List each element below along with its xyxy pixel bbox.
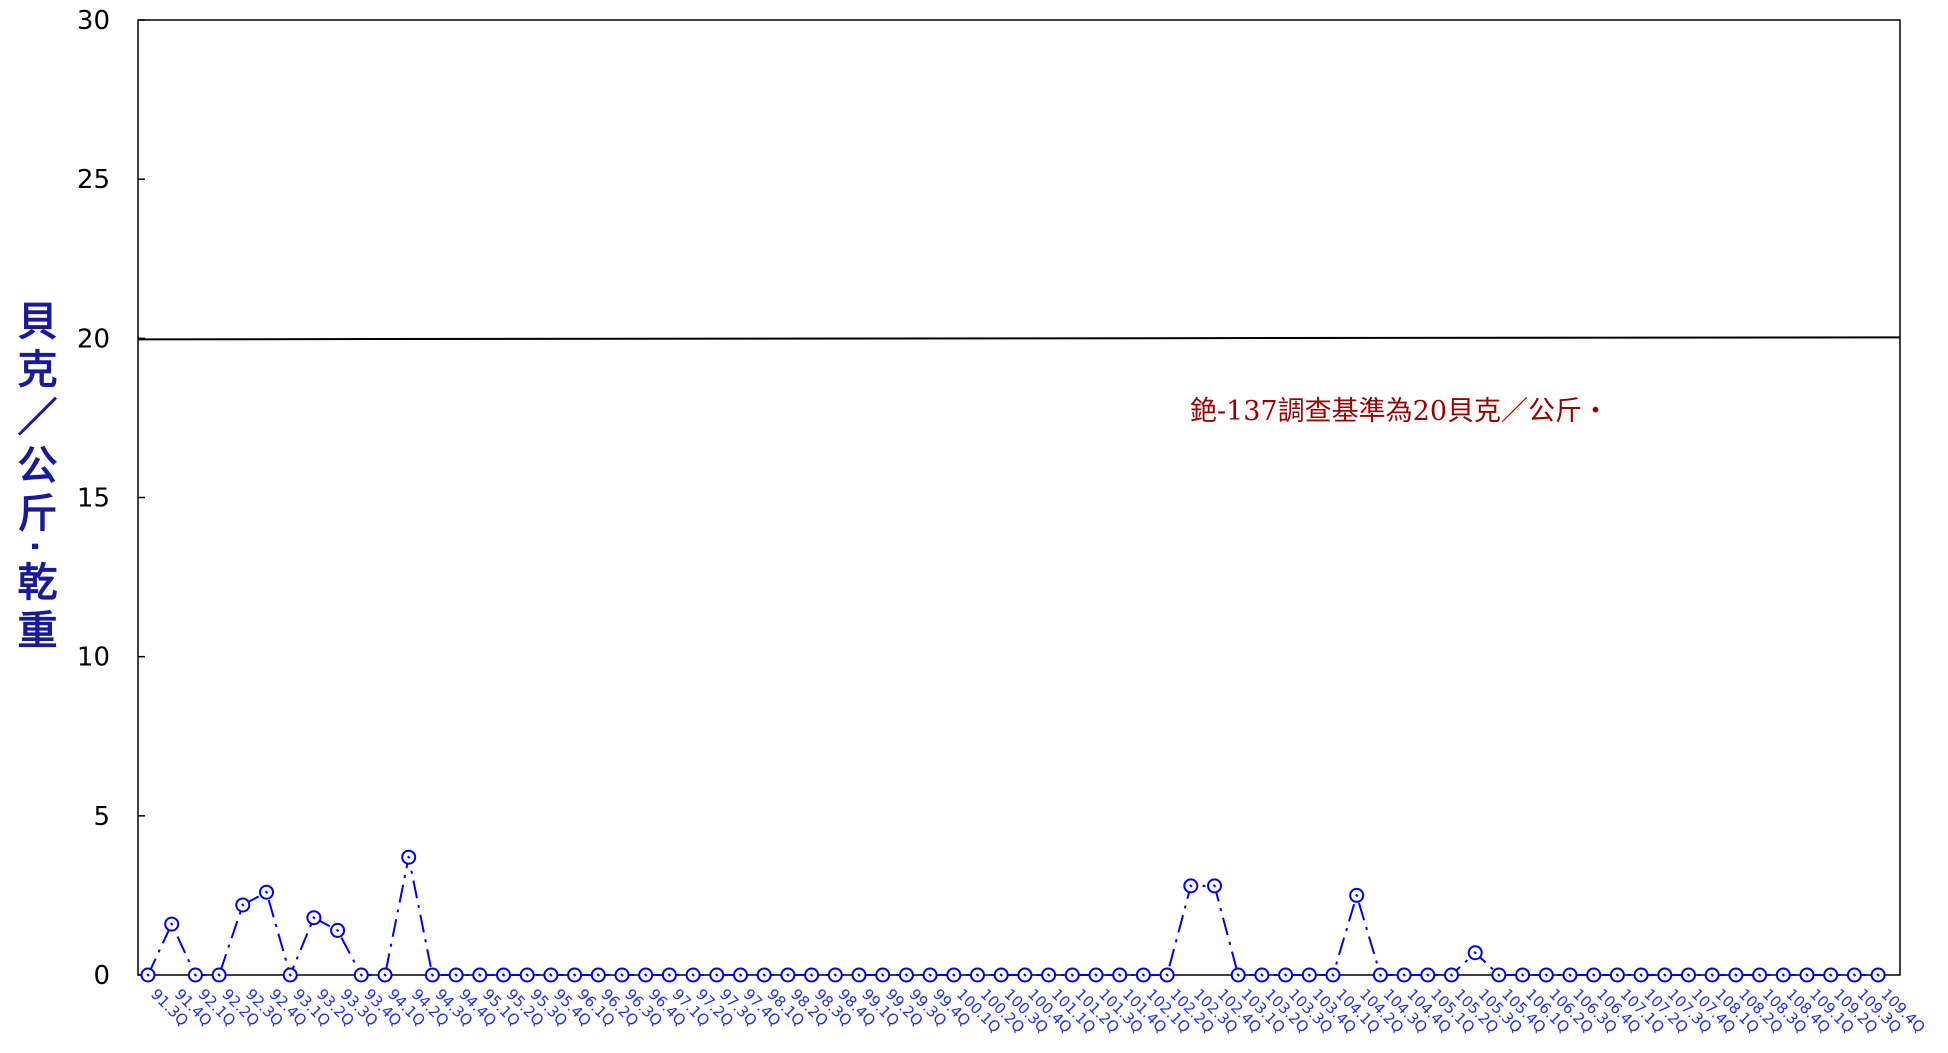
data-point-mark (1757, 973, 1762, 977)
data-point-mark (620, 973, 624, 977)
data-point-mark (383, 973, 387, 977)
data-point-mark (1307, 973, 1312, 977)
data-point-mark (454, 973, 458, 977)
data-point-mark (1070, 973, 1075, 977)
data-point-mark (312, 915, 316, 920)
reference-annotation: 銫-137調查基準為20貝克／公斤‧ (1190, 396, 1609, 427)
y-tick-label: 15 (77, 484, 110, 514)
data-point-mark (1046, 973, 1051, 977)
data-point-mark (1449, 973, 1454, 977)
data-point-mark (596, 973, 601, 977)
y-tick-label: 25 (77, 165, 110, 195)
data-point-mark (1094, 973, 1098, 977)
data-point-mark (1591, 973, 1596, 977)
data-point-mark (928, 973, 932, 977)
data-point-mark (1544, 973, 1549, 977)
data-point-mark (359, 973, 364, 977)
y-tick-label: 5 (93, 802, 110, 832)
data-point-mark (1165, 973, 1169, 977)
data-point-mark (738, 973, 743, 977)
data-point-mark (549, 973, 553, 977)
data-point-mark (1686, 973, 1691, 977)
data-point-mark (1117, 973, 1122, 977)
data-point-mark (525, 973, 529, 977)
data-point-mark (1283, 973, 1288, 977)
y-axis-label: 貝克／公斤‧乾重 (11, 300, 58, 657)
data-point-mark (643, 973, 648, 977)
data-point-mark (430, 973, 435, 977)
data-point-mark (1876, 973, 1880, 977)
data-point-mark (809, 973, 814, 977)
data-point-mark (857, 973, 861, 977)
data-point-mark (288, 973, 292, 977)
data-point-mark (833, 973, 838, 977)
data-point-mark (952, 973, 956, 977)
data-point-mark (1734, 973, 1738, 977)
data-point-mark (1615, 973, 1620, 977)
data-point-mark (1212, 884, 1217, 888)
data-point-mark (406, 855, 411, 859)
series-line (147, 857, 1879, 979)
data-point-mark (1141, 973, 1146, 977)
data-point-mark (1828, 973, 1833, 977)
data-point-mark (1354, 893, 1359, 898)
y-tick-label: 10 (77, 643, 110, 673)
data-point-mark (217, 973, 221, 977)
data-point-mark (762, 973, 766, 977)
x-axis-tick-labels: 91.3Q91.4Q92.1Q92.2Q92.3Q92.4Q93.1Q93.2Q… (147, 985, 1929, 1036)
data-point-mark (1189, 884, 1193, 888)
y-axis: 0 5 10 15 20 25 30 (77, 6, 145, 991)
data-point-mark (1663, 973, 1667, 977)
data-point-mark (572, 973, 577, 977)
reference-line-20 (137, 336, 1901, 341)
data-point-mark (1473, 951, 1477, 955)
data-point-mark (786, 973, 790, 977)
y-tick-label: 20 (77, 324, 110, 354)
data-point-mark (1639, 973, 1643, 977)
series-points (140, 849, 1886, 983)
data-point-mark (715, 973, 719, 977)
data-point-mark (1023, 973, 1027, 977)
y-tick-label: 30 (77, 6, 110, 36)
data-point-mark (478, 973, 482, 977)
data-point-mark (1781, 973, 1786, 977)
data-point-mark (691, 973, 695, 977)
data-point-mark (904, 973, 909, 977)
data-point-mark (1402, 973, 1406, 977)
data-point-mark (1331, 973, 1335, 977)
data-point-mark (1710, 973, 1714, 977)
y-tick-label: 0 (93, 961, 110, 991)
data-point-mark (1852, 973, 1857, 977)
data-point-mark (1805, 973, 1809, 977)
data-point-mark (335, 928, 340, 933)
data-point-mark (999, 973, 1003, 977)
data-point-mark (193, 973, 198, 977)
data-point-mark (146, 973, 150, 977)
data-point-mark (1426, 973, 1430, 977)
data-point-mark (667, 973, 672, 977)
data-point-mark (501, 973, 506, 977)
data-point-mark (1568, 973, 1572, 977)
plot-area (137, 19, 1901, 976)
data-point-mark (975, 973, 980, 977)
data-point-mark (169, 922, 174, 926)
data-point-mark (264, 890, 269, 894)
data-point-mark (241, 903, 245, 907)
data-point-mark (1378, 973, 1383, 977)
data-point-mark (1497, 973, 1501, 977)
data-point-mark (880, 973, 885, 977)
data-point-mark (1260, 973, 1264, 977)
data-point-mark (1520, 973, 1525, 977)
data-point-mark (1236, 973, 1240, 977)
